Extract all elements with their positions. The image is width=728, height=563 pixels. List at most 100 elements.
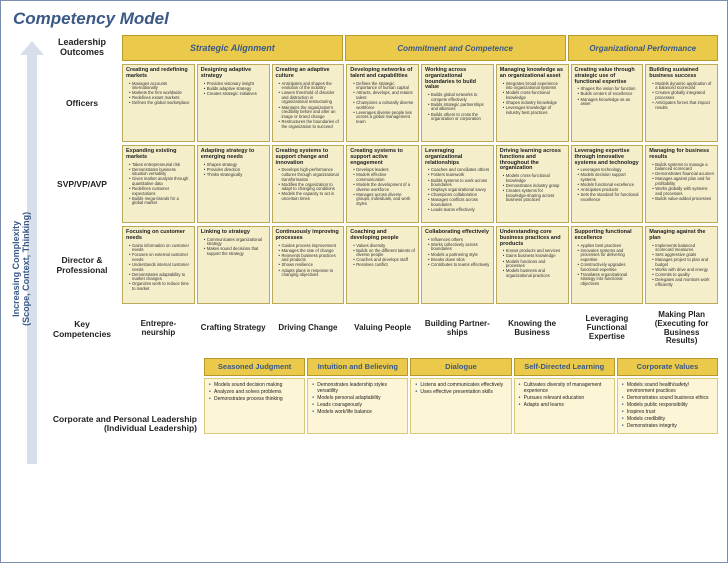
level-label: Director & Professional <box>43 226 121 304</box>
bottom-bullet: Demonstrates sound business ethics <box>622 395 713 401</box>
key-competency: Entrepre- neurship <box>122 307 195 350</box>
bottom-cell: Listens and communicates effectivelyUses… <box>410 378 511 434</box>
cell-heading: Leveraging organizational relationships <box>425 149 490 166</box>
cell-bullet: Defines the global marketplace <box>129 101 191 106</box>
cell-bullet: Leverages diverse people ties across a g… <box>353 111 415 125</box>
cell-bullet: Manages across diverse groups, individua… <box>353 193 415 207</box>
competency-cell: Linking to strategyCommunicates organiza… <box>197 226 270 304</box>
complexity-axis: Increasing Complexity (Scope, Context, T… <box>9 53 39 464</box>
cell-bullet: Builds global networks to compete effect… <box>428 93 490 102</box>
cell-bullet: Creates systems for knowledge-sharing ac… <box>503 189 565 203</box>
bottom-bullet: Inspires trust <box>622 409 713 415</box>
bottom-bullet: Pursues relevant education <box>519 395 610 401</box>
cell-heading: Creating and redefining markets <box>126 68 191 80</box>
level-label: SVP/VP/AVP <box>43 145 121 223</box>
competency-cell: Coaching and developing peopleValues div… <box>346 226 419 304</box>
cell-bullet: Manages knowledge as an asset <box>578 98 640 107</box>
cell-bullet: Builds strategic partnerships and allian… <box>428 103 490 112</box>
bottom-bullet: Demonstrates leadership styles versatili… <box>312 382 403 394</box>
cell-bullet: Leads teams effectively <box>428 208 490 213</box>
bottom-cell: Models sound health/safety/ environment … <box>617 378 718 434</box>
cell-heading: Creating systems to support active engag… <box>350 149 415 166</box>
cell-heading: Developing networks of talent and capabi… <box>350 68 415 80</box>
cell-heading: Building sustained business success <box>649 68 714 80</box>
level-row: Officers Creating and redefining markets M… <box>43 64 719 142</box>
bottom-bullet: Cultivates diversity of management exper… <box>519 382 610 394</box>
bottom-bullet: Adapts and learns <box>519 402 610 408</box>
competency-cell: Working across organizational boundaries… <box>421 64 494 142</box>
bottom-bullet: Demonstrates integrity <box>622 423 713 429</box>
bottom-bullet: Models sound decision making <box>209 382 300 388</box>
cell-bullet: Adapts plans in response to changing obj… <box>279 269 341 278</box>
cell-bullet: Models cross-functional knowledge <box>503 174 565 183</box>
cell-bullet: Models the development of a diverse work… <box>353 183 415 192</box>
bottom-bullet: Uses effective presentation skills <box>415 389 506 395</box>
level-row: Director & ProfessionalFocusing on custo… <box>43 226 719 304</box>
cell-heading: Adapting strategy to emerging needs <box>201 149 266 161</box>
cell-bullet: Restructures the boundaries of the organ… <box>279 120 341 129</box>
competency-cell: Managing against the planImplements bala… <box>645 226 718 304</box>
cell-bullet: Contributes to teams effectively <box>428 263 490 268</box>
competency-cell: Supporting functional excellenceApplies … <box>571 226 644 304</box>
page-title: Competency Model <box>1 1 727 29</box>
cell-heading: Managing against the plan <box>649 230 714 242</box>
level-label: Officers <box>43 64 121 142</box>
model-layout: Increasing Complexity (Scope, Context, T… <box>9 35 719 554</box>
cell-heading: Working across organizational boundaries… <box>425 68 490 91</box>
bottom-bullet: Models sound health/safety/ environment … <box>622 382 713 394</box>
bottom-header: Intuition and Believing <box>307 358 408 376</box>
bottom-cell: Demonstrates leadership styles versatili… <box>307 378 408 434</box>
cell-heading: Driving learning across functions and th… <box>500 149 565 172</box>
cell-bullet: Sets the standard for functional excelle… <box>578 193 640 202</box>
competency-cell: Creating systems to support active engag… <box>346 145 419 223</box>
cell-heading: Coaching and developing people <box>350 230 415 242</box>
cell-bullet: Constructively upgrades functional exper… <box>578 263 640 272</box>
competency-cell: Leveraging expertise through innovative … <box>571 145 644 223</box>
cell-bullet: Anticipates forces that impact results <box>652 101 714 110</box>
leadership-outcomes-label: Leadership Outcomes <box>43 35 121 61</box>
cell-bullet: Translates organizational strategy into … <box>578 273 640 287</box>
band-strategic-alignment: Strategic Alignment <box>122 35 343 61</box>
cell-bullet: Develops high-performance cultures throu… <box>279 168 341 182</box>
competency-cell: Managing knowledge as an organizational … <box>496 64 569 142</box>
cell-heading: Linking to strategy <box>201 230 266 236</box>
cell-heading: Managing knowledge as an organizational … <box>500 68 565 80</box>
bottom-bullet: Listens and communicates effectively <box>415 382 506 388</box>
key-competency: Knowing the Business <box>496 307 569 350</box>
cell-heading: Creating value through strategic use of … <box>575 68 640 85</box>
cell-bullet: Maintains the organization's credibility… <box>279 106 341 120</box>
competency-cell: Creating an adaptive cultureAnticipates … <box>272 64 345 142</box>
bottom-bullet: Demonstrates process thinking <box>209 396 300 402</box>
cell-heading: Designing adaptive strategy <box>201 68 266 80</box>
cell-bullet: Builds others to cross the organization … <box>428 113 490 122</box>
cell-bullet: Models business and organizational pract… <box>503 269 565 278</box>
bottom-bullet: Leads courageously <box>312 402 403 408</box>
bottom-header: Seasoned Judgment <box>204 358 305 376</box>
cell-bullet: Understands internal customer needs <box>129 263 191 272</box>
content-area: Leadership Outcomes Strategic Alignment … <box>43 35 719 554</box>
bottom-bullet: Analyzes and solves problems <box>209 389 300 395</box>
competency-cell: Leveraging organizational relationshipsC… <box>421 145 494 223</box>
key-competencies-label: Key Competencies <box>43 307 121 350</box>
key-competencies-row: Key Competencies Entrepre- neurshipCraft… <box>43 307 719 350</box>
cell-bullet: Redefines customer expectations <box>129 187 191 196</box>
cell-bullet: Builds value-added processes <box>652 197 714 202</box>
cell-bullet: Champions a culturally diverse workforce <box>353 101 415 110</box>
cell-heading: Focusing on customer needs <box>126 230 191 242</box>
cell-bullet: Organizes work to reduce time to market <box>129 282 191 291</box>
cell-heading: Expanding existing markets <box>126 149 191 161</box>
cell-bullet: Leverages knowledge of industry best pra… <box>503 106 565 115</box>
competency-cell: Building sustained business successModel… <box>645 64 718 142</box>
cell-bullet: Builds mega-brands for a global market <box>129 197 191 206</box>
cell-heading: Creating an adaptive culture <box>276 68 341 80</box>
cell-bullet: Lowers threshold of disorder and distrac… <box>279 91 341 105</box>
competency-cell: Driving learning across functions and th… <box>496 145 569 223</box>
competency-cell: Focusing on customer needsGains informat… <box>122 226 195 304</box>
cell-heading: Understanding core business practices an… <box>500 230 565 247</box>
key-competency: Driving Change <box>272 307 345 350</box>
individual-leadership-label: Corporate and Personal Leadership(Indivi… <box>43 358 203 434</box>
bottom-bullet: Models public responsibility <box>622 402 713 408</box>
bottom-cell: Cultivates diversity of management exper… <box>514 378 615 434</box>
competency-cell: Adapting strategy to emerging needsShape… <box>197 145 270 223</box>
cell-bullet: Models the capacity to act in uncertain … <box>279 192 341 201</box>
